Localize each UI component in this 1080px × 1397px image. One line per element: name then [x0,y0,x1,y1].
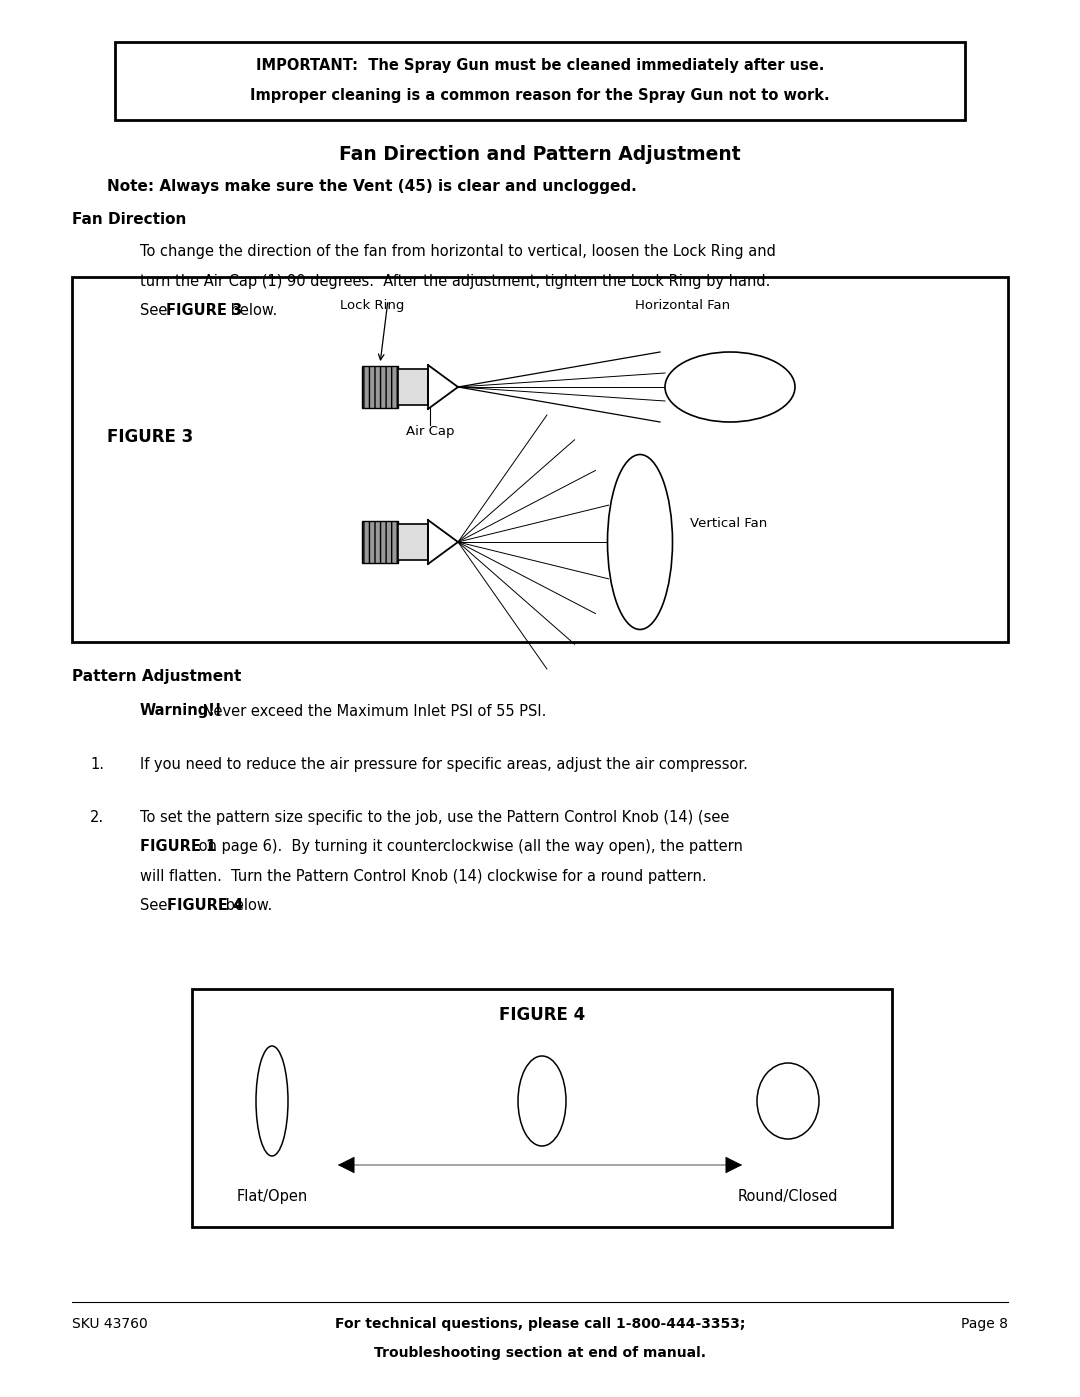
Bar [362,366,399,408]
Text: will flatten.  Turn the Pattern Control Knob (14) clockwise for a round pattern.: will flatten. Turn the Pattern Control K… [140,869,706,884]
Text: IMPORTANT:  The Spray Gun must be cleaned immediately after use.: IMPORTANT: The Spray Gun must be cleaned… [256,59,824,73]
Text: Page 8: Page 8 [961,1317,1008,1331]
Text: For technical questions, please call 1-800-444-3353;: For technical questions, please call 1-8… [335,1317,745,1331]
Text: To change the direction of the fan from horizontal to vertical, loosen the Lock : To change the direction of the fan from … [140,244,775,258]
Bar [114,42,966,120]
Text: Air Cap: Air Cap [406,425,455,439]
Text: Pattern Adjustment: Pattern Adjustment [72,669,241,685]
Text: Fan Direction: Fan Direction [72,212,187,226]
Text: Never exceed the Maximum Inlet PSI of 55 PSI.: Never exceed the Maximum Inlet PSI of 55… [198,704,546,718]
Text: FIGURE 3: FIGURE 3 [107,427,193,446]
Text: Horizontal Fan: Horizontal Fan [635,299,730,312]
Text: To set the pattern size specific to the job, use the Pattern Control Knob (14) (: To set the pattern size specific to the … [140,810,729,824]
Text: Warning!!: Warning!! [140,704,222,718]
Text: 2.: 2. [90,810,104,824]
Text: on page 6).  By turning it counterclockwise (all the way open), the pattern: on page 6). By turning it counterclockwi… [193,840,742,854]
Text: See: See [140,898,172,914]
Text: Lock Ring: Lock Ring [340,299,404,312]
Bar [72,277,1008,643]
Text: Vertical Fan: Vertical Fan [690,517,767,529]
Text: Improper cleaning is a common reason for the Spray Gun not to work.: Improper cleaning is a common reason for… [251,88,829,102]
Text: FIGURE 4: FIGURE 4 [499,1006,585,1024]
Text: Fan Direction and Pattern Adjustment: Fan Direction and Pattern Adjustment [339,145,741,163]
Text: 1.: 1. [90,757,104,771]
Text: Note: Always make sure the Vent (45) is clear and unclogged.: Note: Always make sure the Vent (45) is … [107,179,637,194]
Ellipse shape [757,1063,819,1139]
Text: FIGURE 3: FIGURE 3 [166,303,242,319]
Bar [399,369,428,405]
Text: Round/Closed: Round/Closed [738,1189,838,1204]
Text: FIGURE 4: FIGURE 4 [167,898,244,914]
Ellipse shape [607,454,673,630]
Bar [399,524,428,560]
Bar [362,521,399,563]
Text: SKU 43760: SKU 43760 [72,1317,148,1331]
Text: Troubleshooting section at end of manual.: Troubleshooting section at end of manual… [374,1347,706,1361]
Ellipse shape [256,1046,288,1155]
Text: below.: below. [221,898,272,914]
Text: below.: below. [226,303,278,319]
Text: See: See [140,303,172,319]
Bar [192,989,892,1227]
Text: If you need to reduce the air pressure for specific areas, adjust the air compre: If you need to reduce the air pressure f… [140,757,747,771]
Ellipse shape [665,352,795,422]
Ellipse shape [518,1056,566,1146]
Text: Flat/Open: Flat/Open [237,1189,308,1204]
Text: turn the Air Cap (1) 90 degrees.  After the adjustment, tighten the Lock Ring by: turn the Air Cap (1) 90 degrees. After t… [140,274,770,289]
Text: FIGURE 1: FIGURE 1 [140,840,216,854]
